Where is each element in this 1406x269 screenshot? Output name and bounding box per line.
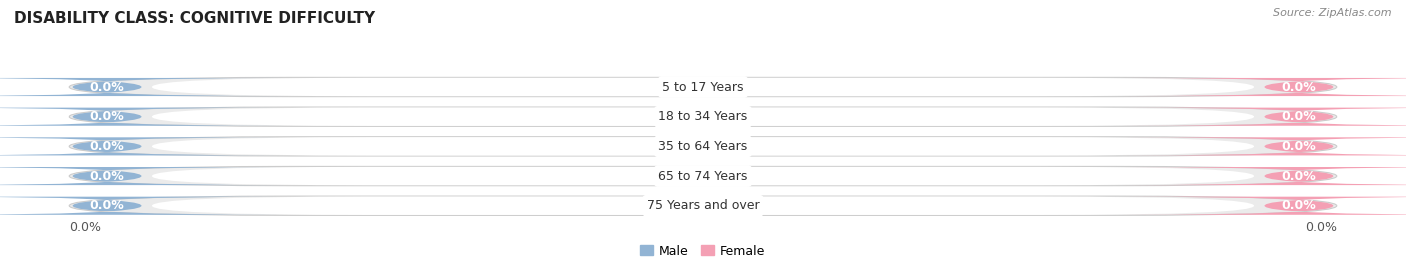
Text: 0.0%: 0.0%	[1281, 80, 1316, 94]
Text: DISABILITY CLASS: COGNITIVE DIFFICULTY: DISABILITY CLASS: COGNITIVE DIFFICULTY	[14, 11, 375, 26]
Text: 0.0%: 0.0%	[1281, 140, 1316, 153]
Text: Source: ZipAtlas.com: Source: ZipAtlas.com	[1274, 8, 1392, 18]
Text: 0.0%: 0.0%	[1281, 199, 1316, 212]
Text: 0.0%: 0.0%	[90, 169, 125, 183]
FancyBboxPatch shape	[0, 78, 283, 96]
FancyBboxPatch shape	[0, 197, 283, 215]
FancyBboxPatch shape	[69, 137, 1337, 156]
FancyBboxPatch shape	[69, 107, 1337, 126]
FancyBboxPatch shape	[69, 196, 1337, 215]
Text: 5 to 17 Years: 5 to 17 Years	[662, 80, 744, 94]
FancyBboxPatch shape	[69, 167, 1337, 186]
FancyBboxPatch shape	[0, 137, 283, 155]
Text: 65 to 74 Years: 65 to 74 Years	[658, 169, 748, 183]
Text: 0.0%: 0.0%	[1281, 169, 1316, 183]
FancyBboxPatch shape	[152, 197, 1254, 215]
FancyBboxPatch shape	[152, 78, 1254, 96]
FancyBboxPatch shape	[0, 108, 283, 126]
Text: 0.0%: 0.0%	[1305, 221, 1337, 233]
Text: 18 to 34 Years: 18 to 34 Years	[658, 110, 748, 123]
Text: 0.0%: 0.0%	[90, 110, 125, 123]
FancyBboxPatch shape	[152, 167, 1254, 185]
Text: 0.0%: 0.0%	[69, 221, 101, 233]
FancyBboxPatch shape	[0, 167, 283, 185]
Legend: Male, Female: Male, Female	[636, 239, 770, 263]
FancyBboxPatch shape	[1123, 137, 1406, 155]
Text: 0.0%: 0.0%	[90, 80, 125, 94]
FancyBboxPatch shape	[69, 77, 1337, 97]
Text: 0.0%: 0.0%	[1281, 110, 1316, 123]
FancyBboxPatch shape	[1123, 108, 1406, 126]
FancyBboxPatch shape	[152, 108, 1254, 126]
FancyBboxPatch shape	[1123, 78, 1406, 96]
Text: 35 to 64 Years: 35 to 64 Years	[658, 140, 748, 153]
Text: 0.0%: 0.0%	[90, 199, 125, 212]
FancyBboxPatch shape	[152, 137, 1254, 155]
FancyBboxPatch shape	[1123, 197, 1406, 215]
Text: 75 Years and over: 75 Years and over	[647, 199, 759, 212]
FancyBboxPatch shape	[1123, 167, 1406, 185]
Text: 0.0%: 0.0%	[90, 140, 125, 153]
